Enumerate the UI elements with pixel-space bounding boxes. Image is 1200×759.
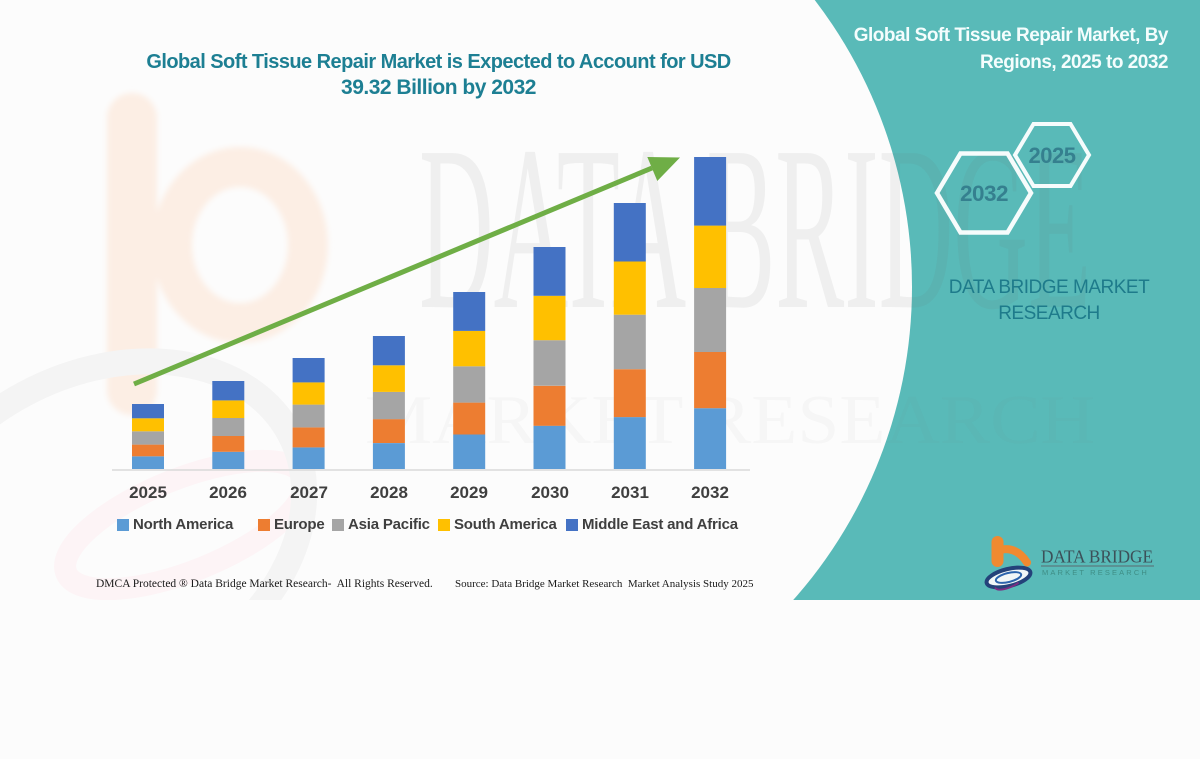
svg-text:2025: 2025: [1029, 143, 1076, 168]
svg-text:DATA BRIDGE: DATA BRIDGE: [1041, 547, 1153, 567]
svg-text:MARKET RESEARCH: MARKET RESEARCH: [1042, 568, 1150, 577]
svg-text:2032: 2032: [960, 181, 1008, 206]
svg-text:DATA BRIDGE: DATA BRIDGE: [419, 98, 1091, 358]
svg-text:MARKET RESEARCH: MARKET RESEARCH: [365, 382, 1095, 459]
